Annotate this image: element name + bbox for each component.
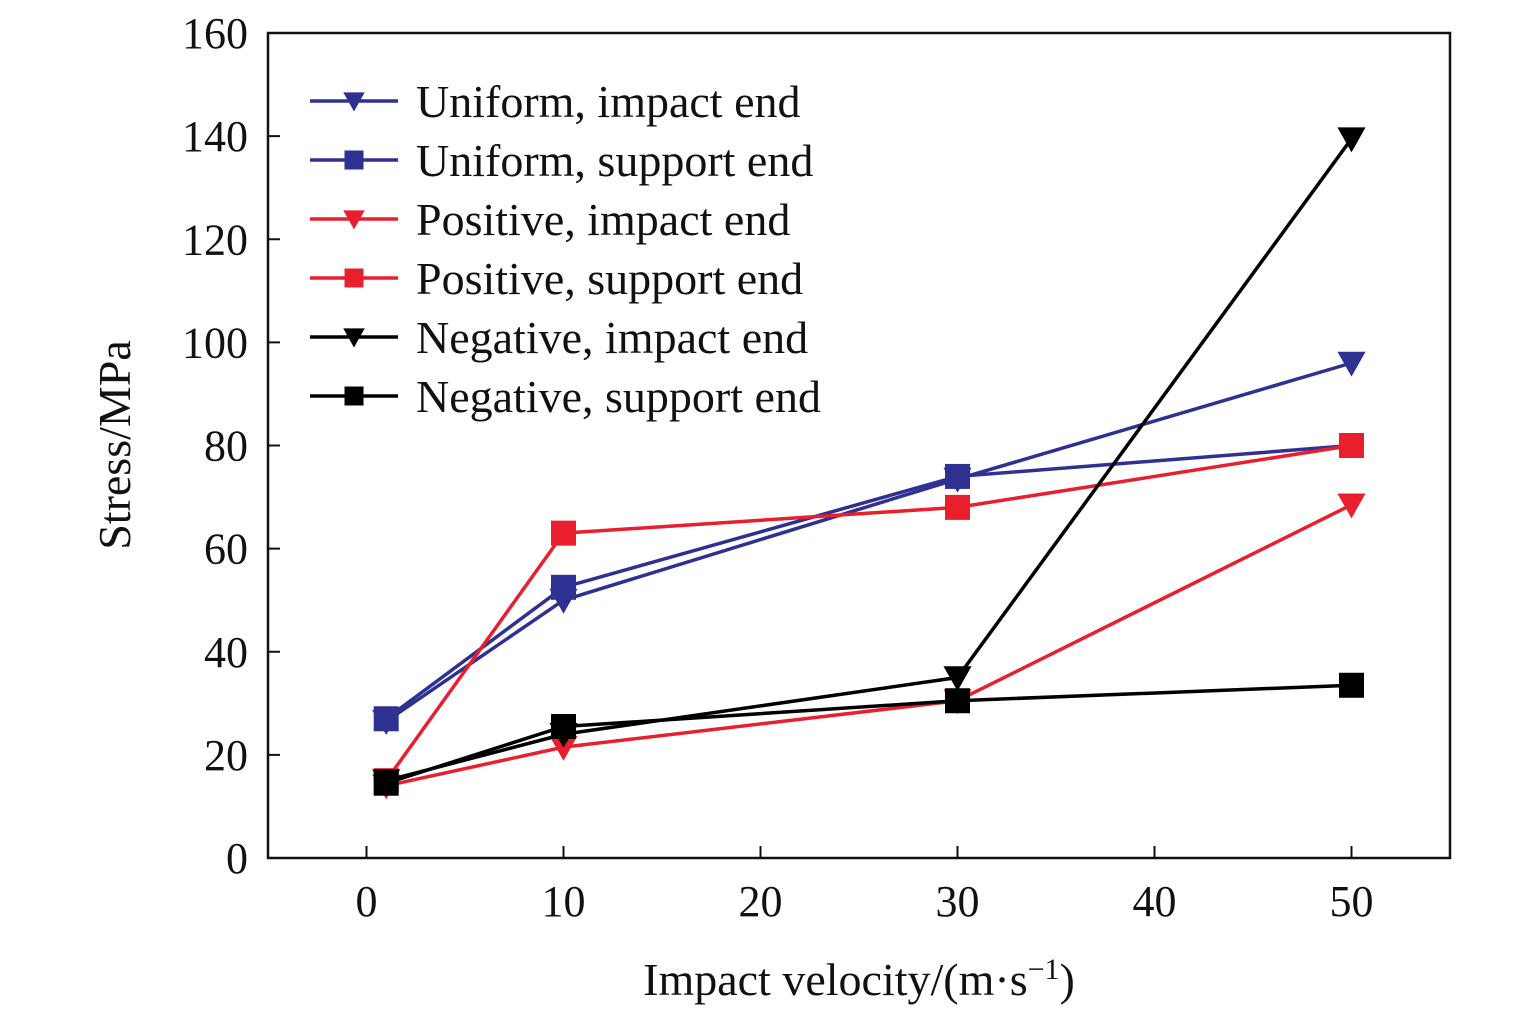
data-point [945, 688, 970, 714]
y-tick-label: 140 [182, 112, 248, 161]
data-point [1337, 493, 1366, 519]
legend-entry: Positive, support end [310, 253, 803, 304]
legend-label: Uniform, impact end [416, 76, 801, 127]
legend-marker [344, 268, 364, 288]
x-tick-label: 30 [936, 877, 980, 926]
legend-entry: Uniform, support end [310, 135, 813, 186]
legend-entry: Uniform, impact end [310, 76, 801, 127]
legend-label: Uniform, support end [416, 135, 813, 186]
y-tick-label: 160 [182, 9, 248, 58]
x-tick-label: 40 [1133, 877, 1177, 926]
series-layer [372, 127, 1366, 800]
x-tick-label: 50 [1330, 877, 1374, 926]
data-point [1339, 672, 1364, 698]
legend-entry: Negative, impact end [310, 312, 808, 363]
legend-marker [343, 92, 365, 112]
legend: Uniform, impact end Uniform, support end P… [310, 76, 821, 422]
data-point [373, 770, 399, 796]
y-tick-label: 40 [204, 628, 248, 677]
data-point [1337, 351, 1366, 377]
data-point [943, 666, 972, 692]
data-point [1339, 433, 1364, 458]
y-tick-label: 0 [226, 834, 248, 883]
series-3 [372, 493, 1366, 800]
data-point [551, 714, 576, 740]
y-axis: 0 20 40 60 80 100 120 140 160 [182, 9, 280, 883]
x-axis-title-superscript: −1 [1028, 953, 1060, 986]
y-tick-label: 120 [182, 215, 248, 264]
x-tick-label: 20 [739, 877, 783, 926]
series-line [385, 361, 1352, 723]
y-tick-label: 80 [204, 422, 248, 471]
series-2 [373, 433, 1364, 732]
y-tick-label: 100 [182, 318, 248, 367]
legend-entry: Positive, impact end [310, 194, 790, 245]
x-axis-title: Impact velocity/(m·s−1) [643, 953, 1075, 1006]
series-6 [373, 672, 1364, 796]
y-tick-label: 20 [204, 731, 248, 780]
legend-label: Positive, impact end [416, 194, 790, 245]
legend-label: Positive, support end [416, 253, 803, 304]
series-line [385, 683, 1352, 785]
series-line [385, 137, 1353, 783]
legend-marker [343, 328, 365, 348]
x-tick-label: 10 [542, 877, 586, 926]
x-axis: 0 10 20 30 40 50 [356, 846, 1374, 926]
series-line [385, 443, 1352, 721]
legend-label: Negative, support end [416, 371, 821, 422]
y-tick-label: 60 [204, 525, 248, 574]
legend-label: Negative, impact end [416, 312, 808, 363]
legend-marker [344, 150, 364, 170]
data-point [373, 706, 399, 732]
data-point [551, 520, 576, 546]
legend-marker [344, 386, 364, 406]
series-line [384, 443, 1352, 782]
data-point [945, 494, 970, 520]
data-point [945, 463, 970, 489]
data-point [551, 574, 576, 600]
legend-entry: Negative, support end [310, 371, 821, 422]
legend-marker [343, 210, 365, 230]
data-point [1337, 127, 1366, 153]
x-axis-title-close: ) [1060, 954, 1075, 1005]
series-line [385, 503, 1353, 788]
y-axis-title: Stress/MPa [89, 340, 140, 550]
x-tick-label: 0 [356, 877, 378, 926]
